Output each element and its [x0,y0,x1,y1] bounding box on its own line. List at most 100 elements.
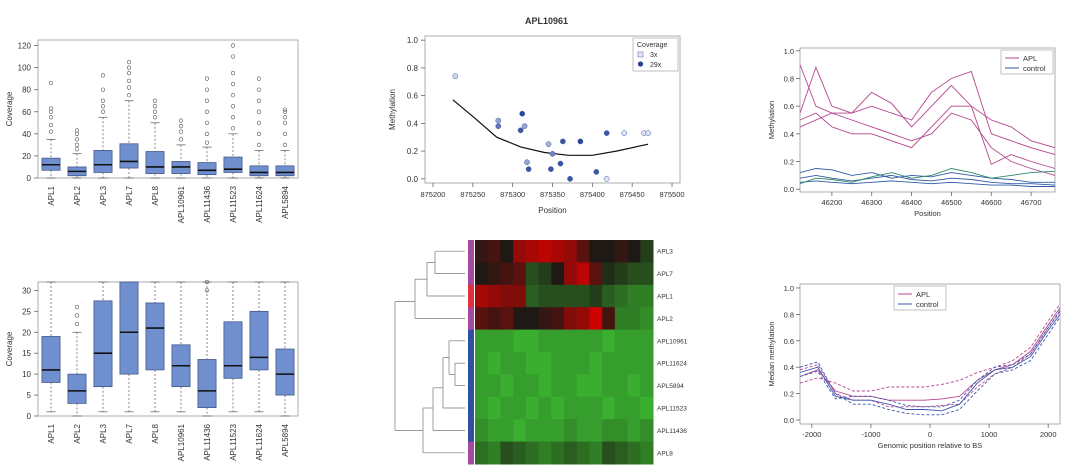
heatmap-cell [513,240,527,263]
y-tick-label: 0.6 [784,102,794,111]
heatmap-cell [602,307,616,331]
heatmap-cell [627,419,641,443]
row-group-bar [468,374,474,398]
outlier-point [282,109,288,114]
y-tick-label: 0.2 [784,390,794,399]
y-axis-label: Coverage [5,331,14,366]
row-label: APL2 [657,316,673,323]
outlier-point [256,87,262,92]
data-point [525,166,532,172]
outlier-point [48,80,54,86]
row-group-bar [468,419,474,443]
row-label: APL11624 [657,361,687,368]
heatmap-cell [500,374,514,398]
y-tick-label: 0 [27,412,32,421]
heatmap-cell [640,396,654,420]
box-APL3 [93,300,113,388]
y-tick-label: 1.0 [407,36,419,45]
legend-label: 3x [650,52,658,59]
heatmap-cell [551,262,565,286]
outlier-point [126,65,132,70]
methylation-heatmap: APL3 APL7 APL1 APL2 APL10961 APL11624 APL5894 A… [385,238,705,468]
y-tick-label: 0.6 [407,92,419,101]
heatmap-cell [500,284,514,308]
box-APL5894 [275,348,295,396]
heatmap-cell [602,284,616,308]
row-group-bar [468,396,474,420]
outlier-point [126,78,132,83]
row-label: APL11523 [657,406,687,413]
outlier-point [74,128,80,133]
heatmap-cell [513,419,527,443]
box-APL1 [41,336,61,383]
heatmap-cell [551,329,565,353]
x-tick-label: APL2 [73,185,82,205]
y-tick-label: 0.8 [784,74,794,83]
outlier-point [256,131,262,136]
heatmap-cell [525,262,540,286]
heatmap-cell [564,329,578,353]
y-tick-label: 15 [22,349,31,358]
x-tick-label: APL11436 [203,423,212,460]
x-tick-label: APL3 [99,185,108,205]
heatmap-cell [640,374,654,398]
heatmap-cell [627,441,641,465]
coverage-boxplot-bottom-svg: 0 5 10 15 20 25 30 Coverage APL1 APL2 APL3 APL7 APL8… [5,279,299,461]
outlier-point [282,120,288,125]
box-APL2 [67,373,87,404]
y-tick-label: 1.0 [784,284,794,293]
heatmap-cell [589,441,603,465]
outlier-point [74,137,80,142]
series-line-control-5 [799,174,1056,186]
heatmap-cell [602,441,616,465]
series-line-control-3 [799,314,1061,412]
heatmap-cell [564,374,578,398]
x-tick-label: 875500 [660,190,685,199]
series-line-control2-7 [799,168,1056,185]
heatmap-cell [602,374,616,398]
outlier-point [230,82,236,87]
heatmap-cell [551,307,565,331]
x-tick-label: APL5894 [281,185,290,218]
heatmap-cell [627,396,641,420]
series-line-control-5 [799,310,1061,408]
heatmap-cell [614,284,629,308]
y-tick-label: 0.8 [784,310,794,319]
outlier-point [204,131,210,136]
heatmap-cell [487,329,501,353]
box-APL11523 [223,156,243,173]
outlier-point [282,142,288,147]
box-APL7 [119,143,139,169]
legend-label: control [916,300,939,309]
x-axis-label: Position [538,206,566,215]
x-tick-label: APL3 [99,423,108,443]
y-tick-label: 5 [27,391,32,400]
heatmap-cell [589,396,603,420]
coverage-boxplot-top: 0 20 40 60 80 100 120 Coverage APL1 APL2 APL3 APL7 A… [0,20,320,230]
heatmap-cell [475,396,489,420]
heatmap-cell [500,262,514,286]
heatmap-cell [602,240,616,263]
heatmap-cell [640,240,654,263]
outlier-point [204,76,210,81]
outlier-point [256,109,262,114]
heatmap-cell [538,284,552,308]
methylation-lines-top-svg: 0.0 0.2 0.4 0.6 0.8 1.0 46200 46300 46400 46500 46… [767,47,1056,218]
heatmap-cell [602,419,616,443]
legend-box [893,285,947,311]
heatmap-cell [614,240,629,263]
heatmap-cell [602,262,616,286]
y-tick-label: 100 [18,64,32,73]
outlier-point [230,54,236,59]
x-tick-label: 46400 [901,198,922,207]
heatmap-cell [640,352,654,375]
heatmap-cell [538,419,552,443]
legend-marker-3x [637,51,644,58]
heatmap-cell [487,352,501,375]
row-label: APL3 [657,249,673,256]
series-line-APL-1 [799,66,1056,149]
outlier-point [256,98,262,103]
outlier-point [256,142,262,147]
x-tick-label: 875450 [620,190,645,199]
heatmap-cell [487,374,501,398]
